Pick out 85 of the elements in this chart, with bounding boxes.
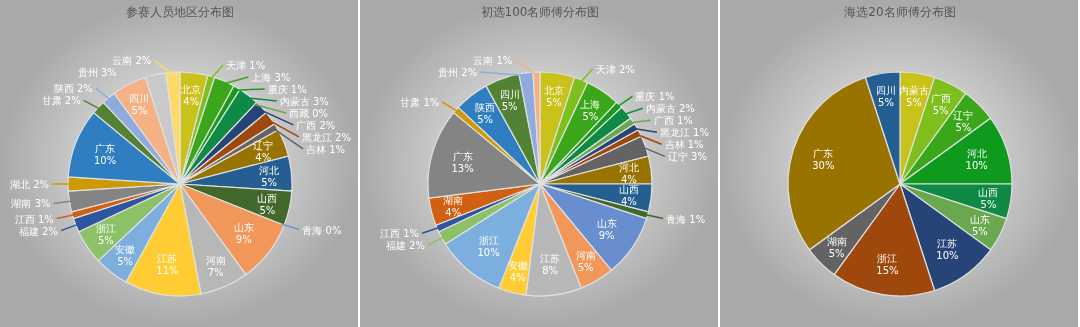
data-label: 5% [259,204,276,216]
slice-label: 山东 [596,218,617,230]
data-label: 4% [183,96,200,108]
slice-label: 河北 [618,161,639,173]
data-label: 9% [598,230,615,242]
slice-label: 四川 [875,84,896,96]
slice-label: 青海 1% [666,213,706,225]
data-label: 5% [546,96,562,108]
data-label: 4% [445,207,462,219]
slice-label: 辽宁 [953,109,974,121]
slice-label: 山东 [233,222,254,234]
slice-label: 江苏 [540,253,561,264]
data-label: 4% [509,271,526,283]
slice-label: 广东 [452,150,473,162]
data-label: 4% [255,152,272,164]
slice-label: 江苏 [157,252,178,264]
data-label: 11% [156,264,179,276]
data-label: 5% [117,255,134,267]
slice-label: 江西 1% [379,228,420,240]
slice-label: 福建 2% [18,225,58,237]
data-label: 5% [577,262,594,274]
data-label: 5% [932,105,949,117]
data-label: 5% [828,248,845,260]
data-label: 5% [501,100,518,112]
data-label: 4% [620,196,637,208]
slice-label: 陕西 2% [53,83,93,95]
slice-label: 广西 [930,93,951,105]
slice-label: 浙江 [478,235,499,247]
slice-label: 湖南 [443,195,464,207]
chart-title: 参赛人员地区分布图 [126,5,234,19]
chart-title: 海选20名师傅分布图 [844,5,956,19]
slice-label: 安徽 [115,243,136,255]
data-label: 15% [876,264,899,276]
slice-label: 湖北 2% [9,179,49,190]
data-label: 10% [936,250,959,262]
slice-label: 湖南 [826,236,847,248]
data-label: 10% [93,155,117,167]
slice-label: 河南 [575,250,596,262]
slice-label: 河南 [205,255,226,267]
slice-label: 山西 [978,187,999,199]
data-label: 5% [980,199,997,211]
slice-label: 河北 [259,164,280,176]
slice-label: 浙江 [95,223,116,235]
slice-label: 山东 [969,213,990,225]
data-label: 9% [235,234,252,246]
data-label: 13% [451,162,474,174]
legend-label: 青海 0% [302,224,342,236]
slice-label: 四川 [129,93,150,105]
data-label: 5% [971,225,988,237]
slice-label: 广东 [95,143,116,155]
data-label: 5% [477,114,494,126]
data-label: 5% [906,96,922,108]
data-label: 5% [261,176,278,188]
data-label: 5% [582,110,599,122]
data-label: 30% [812,160,835,172]
slice-label: 四川 [499,88,520,100]
data-label: 10% [965,160,988,172]
slice-label: 北京 [181,84,202,96]
slice-label: 福建 2% [385,240,425,252]
slice-label: 安徽 [507,259,528,271]
legend-label: 西藏 0% [289,107,329,119]
data-label: 5% [97,235,114,247]
data-label: 8% [542,265,559,276]
data-label: 7% [207,267,224,279]
data-label: 5% [955,121,972,133]
data-label: 5% [878,96,894,108]
data-label: 10% [477,247,500,259]
slice-label: 上海 [580,98,601,110]
data-label: 4% [620,173,637,185]
data-label: 5% [131,105,148,117]
slice-label: 北京 [544,84,565,96]
slice-label: 江苏 [937,238,958,250]
slice-label: 辽宁 [253,140,274,152]
slice-label: 山西 [257,192,278,204]
slice-label: 江西 1% [14,213,54,225]
slice-label: 广东 [813,148,834,160]
slice-label: 山西 [618,184,639,196]
slice-label: 河北 [966,148,987,160]
slice-label: 浙江 [877,252,898,264]
slice-label: 湖南 3% [11,198,51,210]
slice-label: 甘肃 2% [41,95,81,107]
slice-label: 内蒙古 2% [645,103,695,115]
chart-title: 初选100名师傅分布图 [480,5,600,19]
slice-label: 陕西 [475,102,496,114]
slice-label: 甘肃 1% [400,97,440,108]
